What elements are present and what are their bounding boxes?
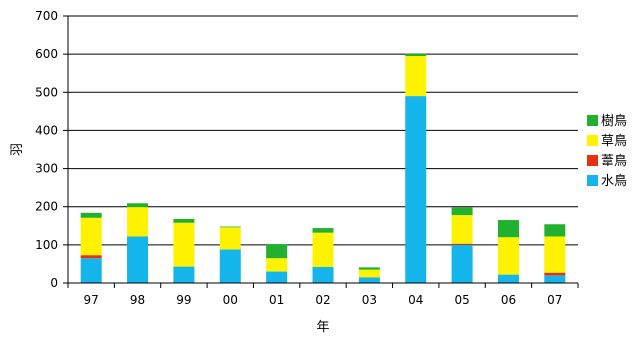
bar-segment-草鳥-98	[127, 207, 149, 237]
x-tick-label: 07	[547, 293, 562, 307]
legend-label: 葦鳥	[601, 154, 627, 169]
bar-segment-水鳥-98	[127, 236, 149, 283]
x-tick-label: 97	[84, 293, 99, 307]
y-tick-label: 200	[35, 200, 58, 214]
x-tick-label: 03	[362, 293, 377, 307]
bar-segment-葦鳥-05	[451, 243, 473, 245]
y-tick-label: 600	[35, 47, 58, 61]
bar-segment-水鳥-02	[312, 266, 334, 283]
bar-segment-樹鳥-98	[127, 203, 149, 208]
y-tick-label: 500	[35, 85, 58, 99]
bar-segment-樹鳥-02	[312, 228, 334, 233]
legend-label: 樹鳥	[601, 114, 627, 129]
bar-segment-水鳥-00	[219, 249, 241, 283]
y-tick-labels: 0 100 200 300 400 500 600 700	[35, 9, 58, 290]
x-tick-label: 00	[223, 293, 238, 307]
legend-swatch-葦鳥	[587, 155, 598, 166]
bar-segment-水鳥-99	[173, 266, 195, 283]
bar-segment-樹鳥-99	[173, 218, 195, 223]
x-tick-label: 99	[176, 293, 191, 307]
bar-segment-草鳥-01	[266, 258, 288, 272]
bar-segment-水鳥-97	[80, 258, 102, 283]
bar-segment-樹鳥-97	[80, 212, 102, 218]
x-tick-labels: 97 98 99 00 01 02 03 04 05 06 07	[84, 293, 563, 307]
bar-segment-水鳥-05	[451, 244, 473, 283]
x-tick-label: 01	[269, 293, 284, 307]
legend-swatch-草鳥	[587, 135, 598, 146]
bar-segment-草鳥-04	[405, 56, 427, 97]
bar-segment-草鳥-03	[358, 269, 380, 278]
gridlines	[68, 15, 578, 246]
x-tick-label: 98	[130, 293, 145, 307]
bar-segment-水鳥-03	[358, 277, 380, 283]
x-tick-label: 04	[408, 293, 423, 307]
x-tick-label: 06	[501, 293, 516, 307]
bar-segment-草鳥-02	[312, 232, 334, 267]
legend-label: 水鳥	[601, 174, 627, 189]
bar-segment-草鳥-07	[544, 236, 566, 273]
axes	[63, 15, 579, 288]
bar-segment-水鳥-04	[405, 96, 427, 283]
y-tick-label: 100	[35, 238, 58, 252]
y-tick-label: 700	[35, 9, 58, 23]
legend-swatch-水鳥	[587, 175, 598, 186]
bar-segment-草鳥-97	[80, 217, 102, 256]
bar-segment-樹鳥-00	[219, 226, 241, 228]
x-axis-title: 年	[316, 320, 329, 335]
bar-segment-樹鳥-01	[266, 244, 288, 259]
bar-segment-樹鳥-04	[405, 53, 427, 57]
bar-segment-水鳥-07	[544, 275, 566, 283]
x-tick-label: 05	[454, 293, 469, 307]
bar-segment-葦鳥-07	[544, 272, 566, 276]
bar-segment-草鳥-99	[173, 222, 195, 267]
bar-segment-樹鳥-03	[358, 267, 380, 270]
bar-segment-樹鳥-06	[497, 220, 519, 238]
x-tick-label: 02	[315, 293, 330, 307]
bar-segment-樹鳥-05	[451, 207, 473, 216]
y-tick-label: 0	[50, 276, 58, 290]
bar-segment-草鳥-00	[219, 227, 241, 250]
bar-segment-水鳥-01	[266, 271, 288, 283]
bar-segment-草鳥-06	[497, 237, 519, 275]
bar-segment-草鳥-05	[451, 215, 473, 244]
bar-segment-樹鳥-07	[544, 224, 566, 237]
bar-segment-葦鳥-97	[80, 255, 102, 259]
y-axis-title: 羽	[10, 143, 25, 156]
y-tick-label: 300	[35, 162, 58, 176]
y-tick-label: 400	[35, 123, 58, 137]
bar-segment-水鳥-06	[497, 274, 519, 283]
legend-swatch-樹鳥	[587, 115, 598, 126]
bars	[80, 53, 566, 283]
legend-label: 草鳥	[601, 134, 627, 149]
